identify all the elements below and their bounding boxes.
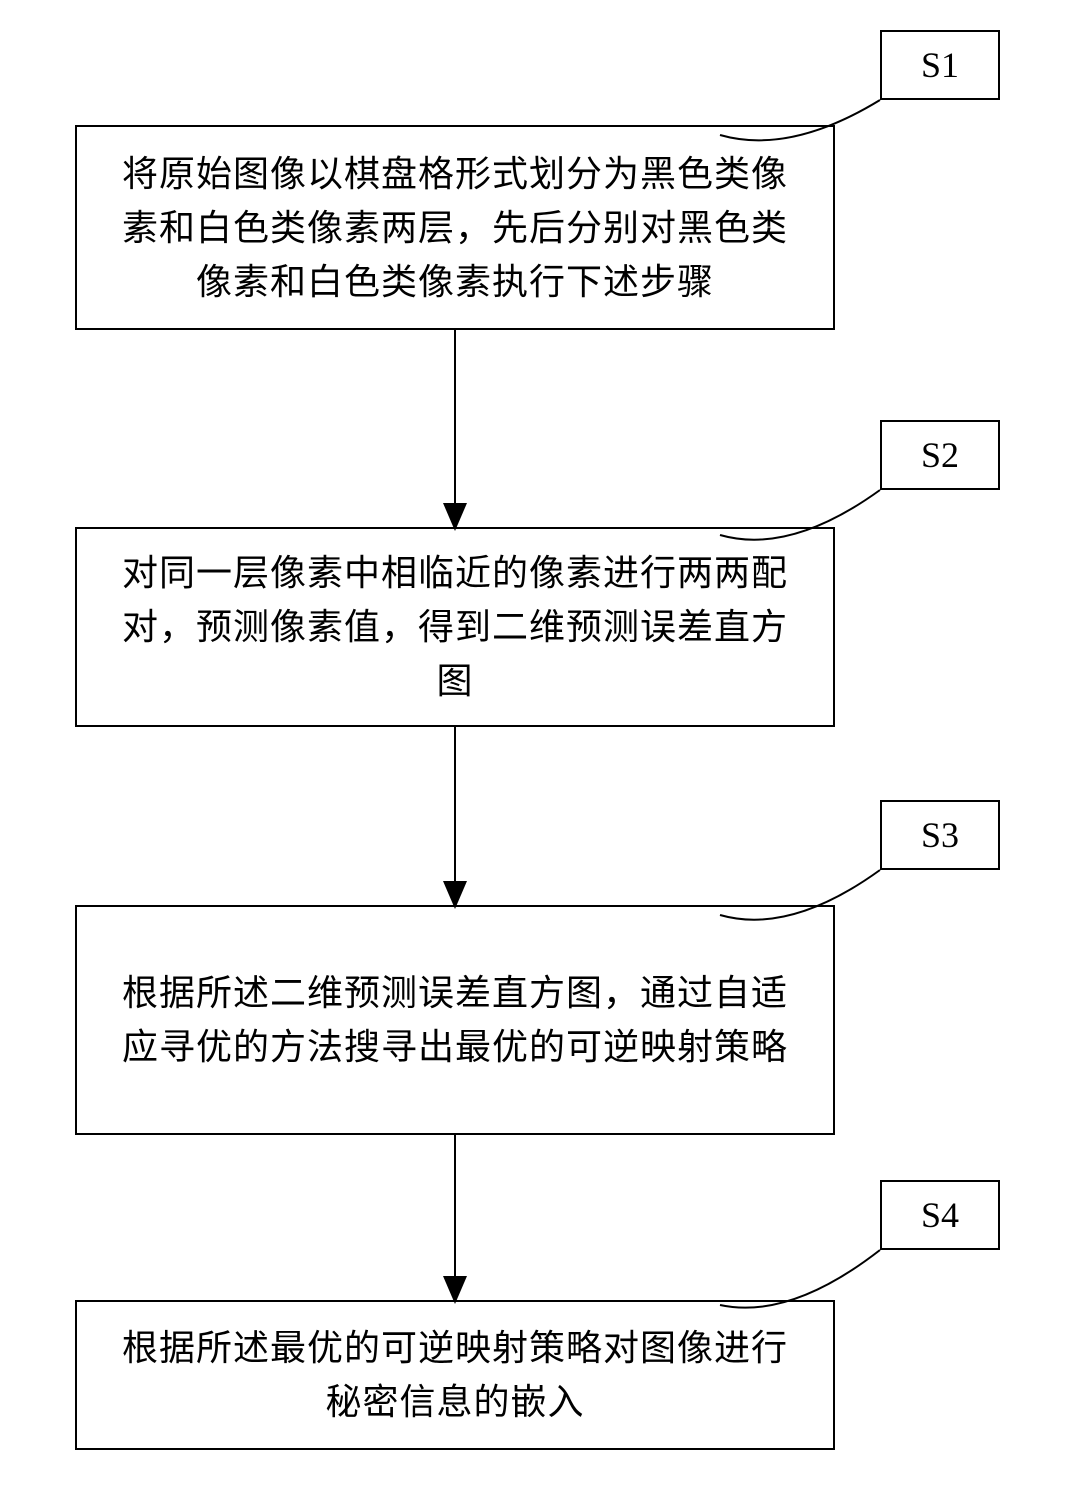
- step-label-text: S4: [921, 1194, 959, 1236]
- callout-curve-s4: [720, 1250, 880, 1308]
- process-text: 将原始图像以棋盘格形式划分为黑色类像素和白色类像素两层，先后分别对黑色类像素和白…: [107, 147, 803, 309]
- process-box-s4: 根据所述最优的可逆映射策略对图像进行秘密信息的嵌入: [75, 1300, 835, 1450]
- step-label-s4: S4: [880, 1180, 1000, 1250]
- process-text: 根据所述二维预测误差直方图，通过自适应寻优的方法搜寻出最优的可逆映射策略: [107, 966, 803, 1074]
- step-label-text: S1: [921, 44, 959, 86]
- process-box-s2: 对同一层像素中相临近的像素进行两两配对，预测像素值，得到二维预测误差直方图: [75, 527, 835, 727]
- process-box-s3: 根据所述二维预测误差直方图，通过自适应寻优的方法搜寻出最优的可逆映射策略: [75, 905, 835, 1135]
- process-text: 对同一层像素中相临近的像素进行两两配对，预测像素值，得到二维预测误差直方图: [107, 546, 803, 708]
- step-label-s2: S2: [880, 420, 1000, 490]
- step-label-s1: S1: [880, 30, 1000, 100]
- process-text: 根据所述最优的可逆映射策略对图像进行秘密信息的嵌入: [107, 1321, 803, 1429]
- step-label-text: S2: [921, 434, 959, 476]
- step-label-text: S3: [921, 814, 959, 856]
- process-box-s1: 将原始图像以棋盘格形式划分为黑色类像素和白色类像素两层，先后分别对黑色类像素和白…: [75, 125, 835, 330]
- step-label-s3: S3: [880, 800, 1000, 870]
